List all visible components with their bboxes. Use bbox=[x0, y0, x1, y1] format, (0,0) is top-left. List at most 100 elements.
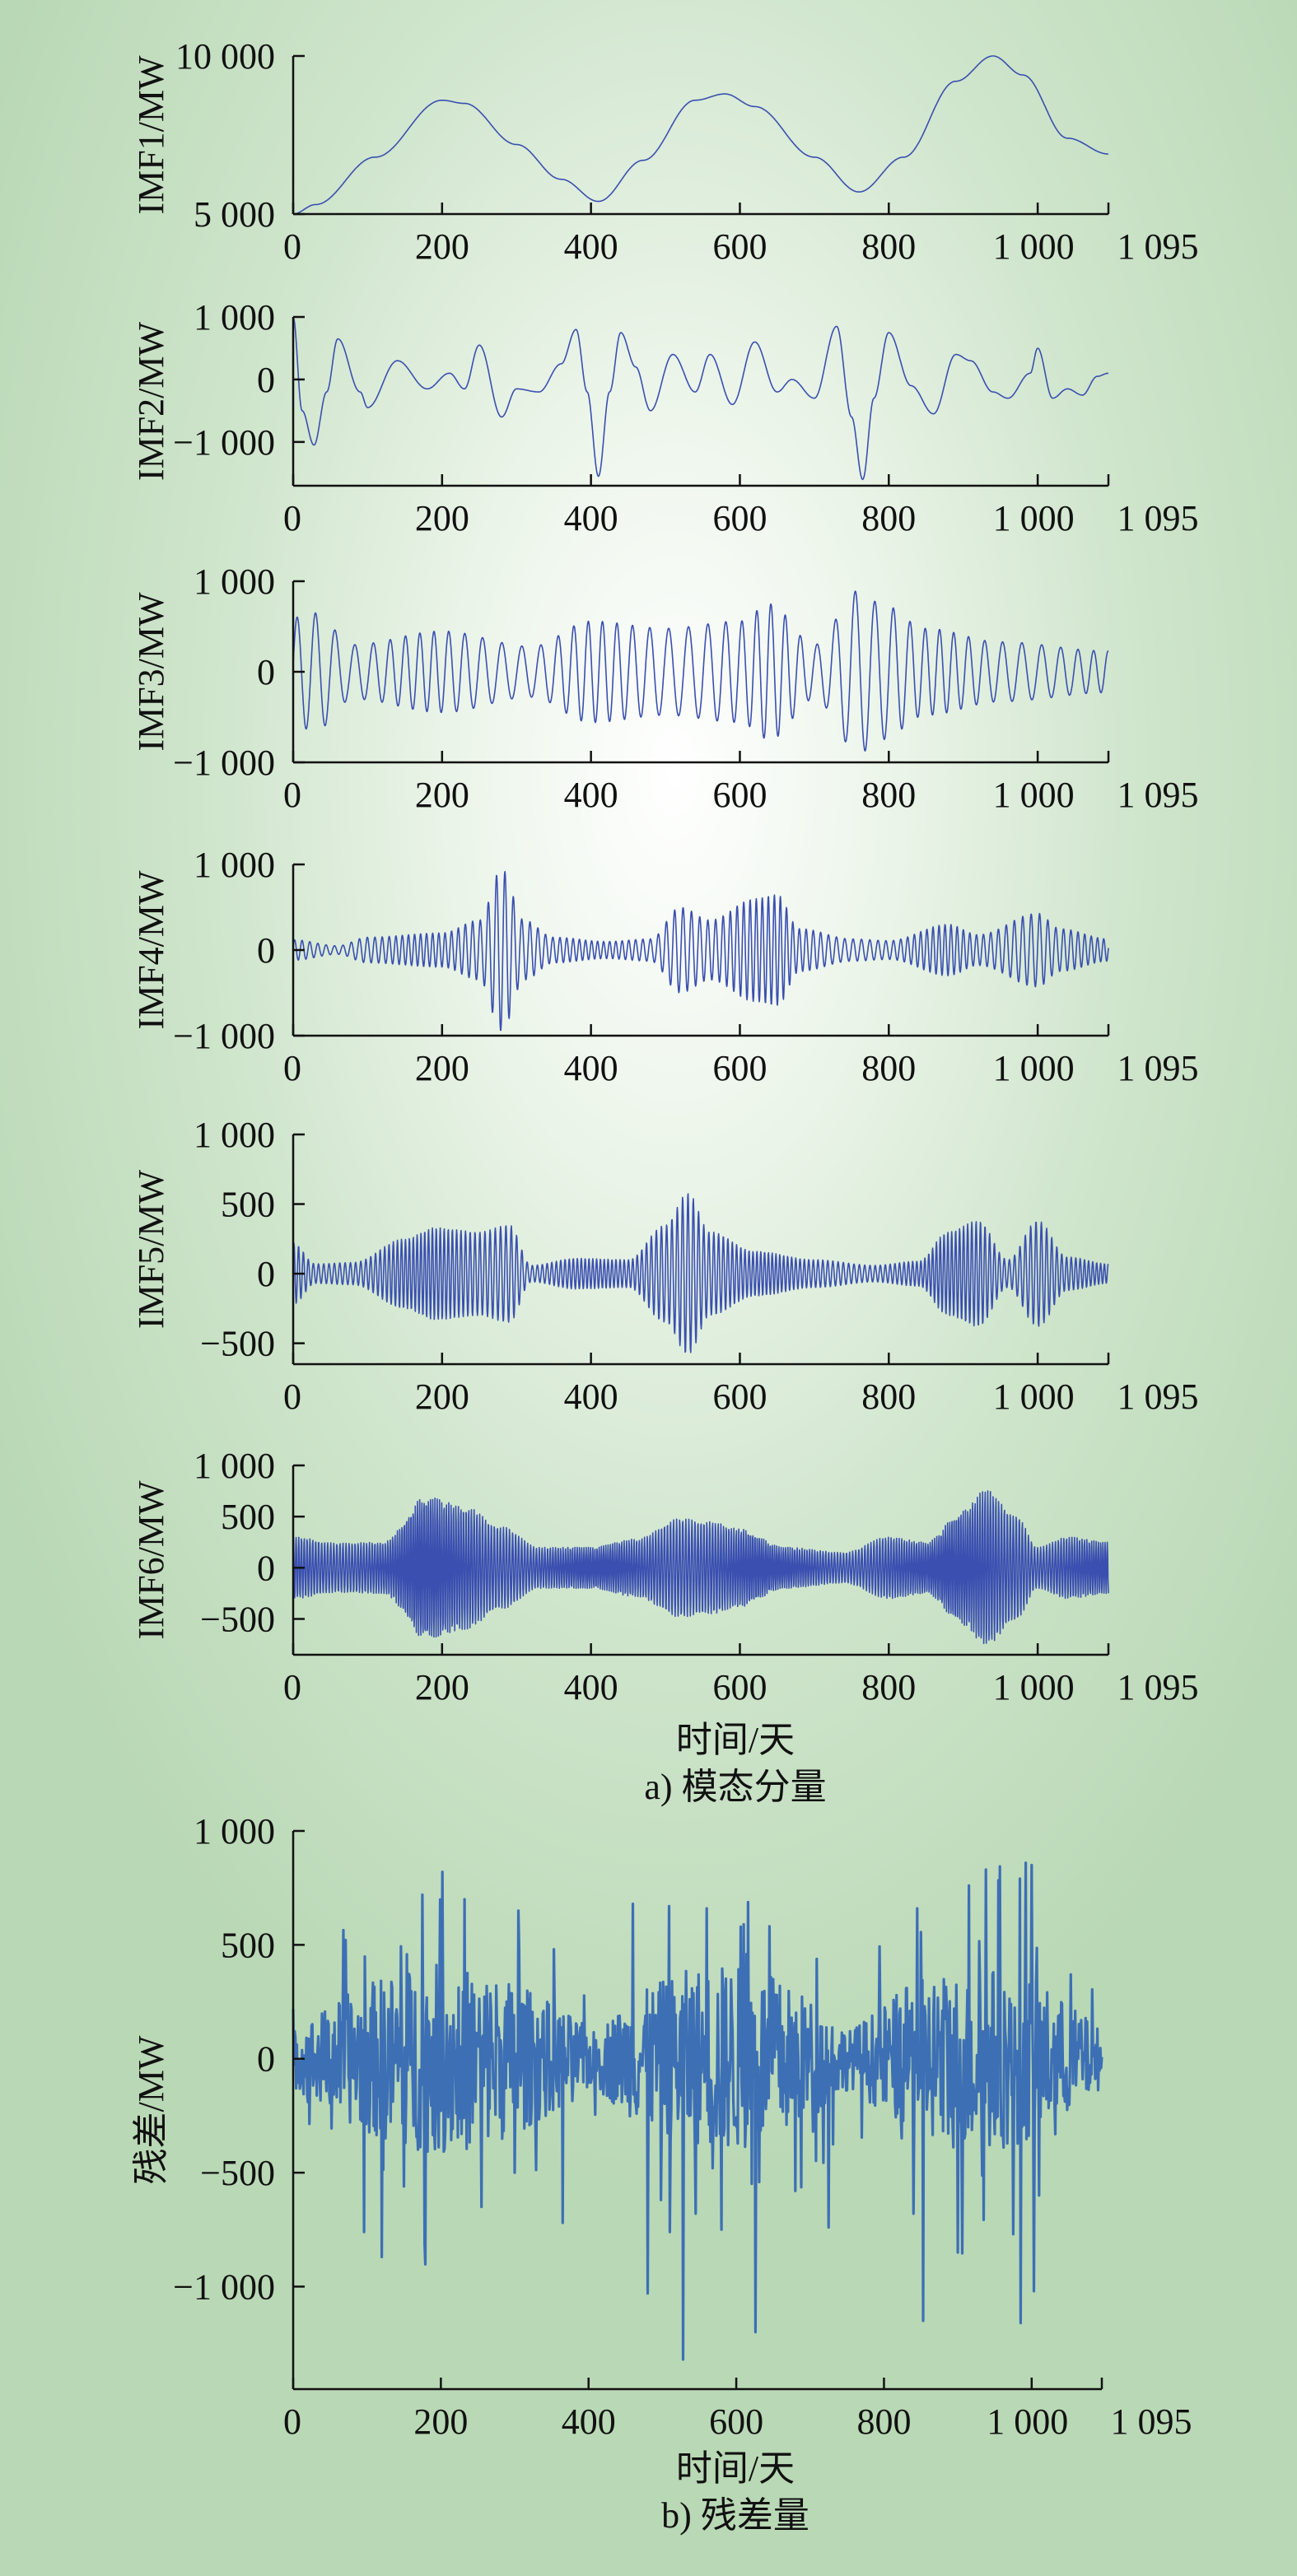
series-line-4 bbox=[292, 870, 1109, 1032]
y-axis-title: 残差/MW bbox=[131, 2035, 171, 2184]
y-tick-label: 1 000 bbox=[194, 845, 275, 885]
caption-b: b) 残差量 bbox=[661, 2495, 809, 2536]
x-tick-label: 1 095 bbox=[1117, 1377, 1199, 1417]
x-tick-label: 200 bbox=[415, 775, 469, 815]
series-line-7 bbox=[292, 1861, 1103, 2361]
x-tick-label: 1 000 bbox=[993, 498, 1075, 538]
y-tick-label: 0 bbox=[257, 652, 275, 692]
y-tick-label: 1 000 bbox=[194, 1446, 275, 1486]
x-tick-label: 1 000 bbox=[993, 226, 1075, 267]
x-tick-label: 400 bbox=[564, 1377, 618, 1417]
y-axis-title: IMF4/MW bbox=[131, 870, 171, 1030]
y-tick-label: 0 bbox=[257, 2039, 275, 2080]
y-tick-label: −1 000 bbox=[173, 743, 275, 783]
x-tick-label: 1 000 bbox=[993, 775, 1075, 815]
x-tick-label: 200 bbox=[415, 1377, 469, 1417]
x-tick-label: 1 095 bbox=[1117, 1667, 1199, 1707]
y-tick-label: −1 000 bbox=[173, 2266, 275, 2307]
y-tick-label: 1 000 bbox=[194, 561, 275, 602]
panel-7: 0 200 400 600 800 1 000 1 095 −1 000 −500 0 500 1 0… bbox=[131, 1811, 1192, 2442]
y-tick-label: 0 bbox=[257, 1254, 275, 1294]
series-line-6 bbox=[292, 1490, 1109, 1644]
series-line-1 bbox=[293, 55, 1108, 215]
y-tick-label: 5 000 bbox=[194, 194, 275, 235]
x-tick-label: 0 bbox=[283, 498, 301, 538]
x-tick-label: 0 bbox=[283, 226, 301, 267]
y-tick-label: 1 000 bbox=[194, 297, 275, 338]
x-tick-label: 1 000 bbox=[993, 1048, 1075, 1088]
y-axis-title: IMF6/MW bbox=[131, 1480, 171, 1640]
x-tick-label: 800 bbox=[861, 226, 916, 267]
y-tick-label: −1 000 bbox=[173, 422, 275, 463]
y-tick-label: −1 000 bbox=[173, 1016, 275, 1056]
x-tick-label: 1 095 bbox=[1117, 226, 1199, 267]
x-tick-label: 1 095 bbox=[1117, 775, 1199, 815]
x-tick-label: 600 bbox=[712, 1377, 767, 1417]
x-axis-title-b: 时间/天 bbox=[676, 2448, 795, 2489]
x-tick-label: 0 bbox=[283, 1667, 301, 1707]
y-tick-label: 0 bbox=[257, 360, 275, 400]
panel-1: 0 200 400 600 800 1 000 1 095 5 000 10 000IMF1/M… bbox=[131, 36, 1199, 267]
x-tick-label: 800 bbox=[861, 1048, 916, 1088]
x-tick-label: 1 095 bbox=[1111, 2401, 1192, 2442]
y-tick-label: −500 bbox=[200, 1599, 275, 1639]
caption-a: a) 模态分量 bbox=[644, 1767, 826, 1807]
y-axis-title: IMF2/MW bbox=[131, 321, 171, 481]
x-tick-label: 0 bbox=[283, 775, 301, 815]
y-tick-label: 0 bbox=[257, 930, 275, 971]
y-tick-label: 500 bbox=[221, 1185, 275, 1225]
y-tick-label: −500 bbox=[200, 1324, 275, 1364]
x-tick-label: 600 bbox=[709, 2401, 763, 2442]
x-tick-label: 0 bbox=[283, 1377, 301, 1417]
x-tick-label: 1 000 bbox=[987, 2401, 1068, 2442]
x-tick-label: 600 bbox=[712, 1048, 767, 1088]
x-tick-label: 400 bbox=[564, 1048, 618, 1088]
x-tick-label: 800 bbox=[861, 1667, 916, 1707]
x-tick-label: 200 bbox=[415, 226, 469, 267]
y-axis-title: IMF3/MW bbox=[131, 592, 171, 752]
series-line-5 bbox=[292, 1193, 1109, 1353]
y-axis-title: IMF5/MW bbox=[131, 1169, 171, 1329]
y-tick-label: 0 bbox=[257, 1548, 275, 1588]
series-line-2 bbox=[292, 316, 1109, 481]
y-tick-label: 500 bbox=[221, 1497, 275, 1537]
x-tick-label: 400 bbox=[564, 226, 618, 267]
x-tick-label: 200 bbox=[415, 498, 469, 538]
x-axis-title-a: 时间/天 bbox=[676, 1720, 795, 1760]
x-tick-label: 400 bbox=[564, 1667, 618, 1707]
x-tick-label: 400 bbox=[564, 775, 618, 815]
x-tick-label: 800 bbox=[856, 2401, 911, 2442]
y-tick-label: −500 bbox=[200, 2153, 275, 2193]
x-tick-label: 600 bbox=[712, 1667, 767, 1707]
x-tick-label: 1 095 bbox=[1117, 1048, 1199, 1088]
x-tick-label: 600 bbox=[712, 226, 767, 267]
y-tick-label: 500 bbox=[221, 1925, 275, 1965]
x-tick-label: 200 bbox=[415, 1048, 469, 1088]
x-tick-label: 400 bbox=[562, 2401, 616, 2442]
x-tick-label: 800 bbox=[861, 1377, 916, 1417]
y-axis-title: IMF1/MW bbox=[131, 55, 171, 215]
y-tick-label: 10 000 bbox=[175, 36, 275, 77]
x-tick-label: 0 bbox=[283, 2401, 301, 2442]
x-tick-label: 1 000 bbox=[993, 1377, 1075, 1417]
x-tick-label: 800 bbox=[861, 775, 916, 815]
chart-panels: 0 200 400 600 800 1 000 1 095 5 000 10 000IMF1/M… bbox=[131, 36, 1199, 2442]
x-tick-label: 200 bbox=[413, 2401, 468, 2442]
x-tick-label: 600 bbox=[712, 498, 767, 538]
y-tick-label: 1 000 bbox=[194, 1115, 275, 1155]
x-tick-label: 1 000 bbox=[993, 1667, 1075, 1707]
x-tick-label: 600 bbox=[712, 775, 767, 815]
x-tick-label: 0 bbox=[283, 1048, 301, 1088]
x-tick-label: 400 bbox=[564, 498, 618, 538]
y-tick-label: 1 000 bbox=[194, 1811, 275, 1852]
series-line-3 bbox=[292, 590, 1109, 752]
x-tick-label: 200 bbox=[415, 1667, 469, 1707]
x-tick-label: 800 bbox=[861, 498, 916, 538]
x-tick-label: 1 095 bbox=[1117, 498, 1199, 538]
